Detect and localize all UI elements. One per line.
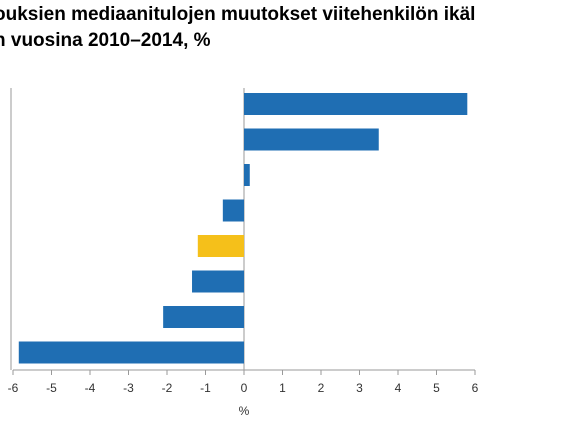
x-tick-label-0: 0 xyxy=(241,381,248,395)
bar-7 xyxy=(163,306,244,328)
x-tick-label--5: -5 xyxy=(46,381,57,395)
x-tick-label-1: 1 xyxy=(279,381,286,395)
bar-2 xyxy=(244,128,379,151)
bar-4 xyxy=(222,199,244,222)
x-tick-label-2: 2 xyxy=(318,381,325,395)
x-tick-label--6: -6 xyxy=(8,381,19,395)
chart-title: ouksien mediaanitulojen muutokset viiteh… xyxy=(0,2,570,54)
x-tick-label-3: 3 xyxy=(356,381,363,395)
bar-3 xyxy=(244,164,250,186)
x-tick-label-6: 6 xyxy=(472,381,479,395)
x-tick-label--3: -3 xyxy=(123,381,134,395)
x-tick-label-4: 4 xyxy=(395,381,402,395)
x-tick-label-5: 5 xyxy=(433,381,440,395)
bar-6 xyxy=(192,270,244,293)
chart-title-line-1: ouksien mediaanitulojen muutokset viiteh… xyxy=(0,4,476,25)
bar-8 xyxy=(18,341,245,364)
x-tick-label--1: -1 xyxy=(200,381,211,395)
x-tick-label--2: -2 xyxy=(162,381,173,395)
bar-5 xyxy=(197,235,244,257)
x-axis-label: % xyxy=(239,404,250,418)
chart-title-line-2: n vuosina 2010–2014, % xyxy=(0,30,211,51)
x-tick-label--4: -4 xyxy=(85,381,96,395)
bar-1 xyxy=(244,93,468,115)
